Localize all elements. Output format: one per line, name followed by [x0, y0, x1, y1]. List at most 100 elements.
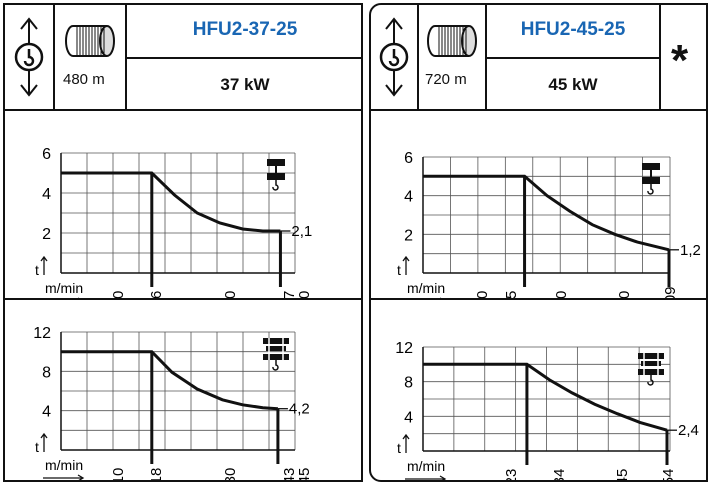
hook-ropes	[268, 338, 284, 360]
y-tick-label: 12	[395, 340, 413, 357]
x-tick-label: 34	[551, 469, 568, 480]
rope-length: 720 m	[425, 71, 467, 88]
capacity-curve	[61, 171, 281, 233]
x-axis-arrow	[43, 474, 85, 480]
x-tick-label: 60	[222, 291, 239, 299]
x-tick-label: 45	[503, 291, 520, 299]
hoist-direction-icon	[14, 17, 44, 97]
hook-beam	[266, 346, 286, 351]
y-tick-label: 12	[33, 325, 51, 342]
hook-shape	[272, 360, 279, 371]
y-tick-label: 6	[42, 146, 51, 163]
panel-header: 480 m HFU2-37-25 37 kW	[5, 5, 363, 111]
header-divider	[127, 57, 363, 59]
hook-block	[267, 173, 285, 180]
panel-header: 720 m HFU2-45-25 45 kW *	[371, 5, 706, 111]
star-symbol: *	[671, 36, 689, 85]
header-divider	[487, 57, 659, 59]
load-speed-chart-double: 12 8 4t m/min 23 34 45 54 2,4	[395, 340, 699, 480]
star-cell: *	[659, 5, 706, 109]
power-rating: 37 kW	[220, 75, 270, 94]
y-tick-label: 2	[42, 226, 51, 243]
y-tick-label: 4	[404, 409, 413, 426]
x-tick-label: 90	[616, 291, 633, 299]
chart-grid	[422, 346, 671, 452]
x-tick-label: 45	[296, 468, 313, 480]
x-tick-label: 18	[148, 468, 165, 480]
rope-length: 480 m	[63, 71, 105, 88]
hook-beam	[641, 361, 661, 366]
double-hook-icon	[263, 338, 289, 371]
hook-trolley	[638, 353, 664, 359]
x-tick-label: 45	[614, 469, 631, 480]
x-tick-label: 23	[503, 469, 520, 480]
model-title: HFU2-45-25	[520, 19, 626, 40]
y-tick-label: 4	[42, 186, 51, 203]
motor-panel-hfu2-37-25: 480 m HFU2-37-25 37 kW 6 4 2 t m/min 20 36 60 87…	[3, 3, 363, 482]
hook-shape	[647, 375, 654, 386]
y-axis-label: t	[35, 262, 39, 278]
x-axis-label: m/min	[407, 280, 445, 296]
x-axis-arrow	[405, 475, 447, 480]
single-hook-icon	[267, 159, 285, 191]
drum-cell: 480 m	[55, 5, 127, 109]
chart-grid	[60, 331, 296, 451]
hook-block	[263, 354, 289, 360]
chart-grid	[60, 152, 296, 274]
x-tick-label: 109	[662, 286, 679, 299]
hook-trolley	[267, 159, 285, 166]
power-rating: 45 kW	[548, 75, 598, 94]
x-axis-label: m/min	[45, 280, 83, 296]
x-tick-label: 87	[281, 291, 298, 299]
end-value-label: 2,1	[291, 223, 312, 240]
x-tick-label: 43	[281, 468, 298, 480]
hoist-direction-cell	[5, 5, 55, 109]
capacity-curve	[61, 350, 278, 411]
end-value-label: 4,2	[289, 401, 310, 418]
chart-divider	[5, 298, 361, 300]
x-tick-label: 54	[660, 469, 677, 480]
single-hook-icon	[642, 163, 660, 195]
x-tick-label: 30	[474, 291, 491, 299]
hook-trolley	[263, 338, 289, 344]
y-tick-label: 4	[404, 189, 413, 206]
y-axis-arrow	[40, 255, 48, 275]
chart-grid	[422, 156, 671, 274]
x-axis-label: m/min	[407, 458, 445, 474]
x-tick-label: 30	[222, 468, 239, 480]
y-tick-label: 6	[404, 150, 413, 167]
motor-panel-hfu2-45-25: 720 m HFU2-45-25 45 kW * 6 4 2 t m/min 30 45 60…	[369, 3, 708, 482]
y-tick-label: 8	[42, 364, 51, 381]
hook-shape	[647, 184, 654, 195]
y-axis-arrow	[402, 255, 410, 275]
x-tick-label: 90	[296, 291, 313, 299]
x-tick-label: 10	[110, 468, 127, 480]
y-axis-arrow	[402, 433, 410, 453]
x-tick-label: 60	[553, 291, 570, 299]
hoist-direction-cell	[371, 5, 419, 109]
x-axis-label: m/min	[45, 457, 83, 473]
hook-block	[638, 369, 664, 375]
model-title: HFU2-37-25	[192, 19, 298, 40]
hook-trolley	[642, 163, 660, 170]
y-tick-label: 2	[404, 227, 413, 244]
drum-cell: 720 m	[419, 5, 487, 109]
end-value-label: 2,4	[678, 422, 699, 439]
capacity-curve	[423, 362, 668, 432]
load-speed-chart-single: 6 4 2 t m/min 30 45 60 90 109 1,2	[397, 150, 701, 299]
chart-divider	[371, 298, 706, 300]
rope-drum-icon	[427, 25, 477, 57]
hoist-direction-icon	[379, 17, 409, 97]
hook-ropes	[643, 353, 659, 375]
y-axis-label: t	[35, 439, 39, 455]
y-tick-label: 4	[42, 404, 51, 421]
capacity-curve	[423, 174, 670, 252]
y-axis-label: t	[397, 440, 401, 456]
y-axis-label: t	[397, 262, 401, 278]
hook-shape	[272, 180, 279, 191]
rope-drum-icon	[65, 25, 115, 57]
hook-block	[642, 177, 660, 184]
x-tick-label: 20	[110, 291, 127, 299]
